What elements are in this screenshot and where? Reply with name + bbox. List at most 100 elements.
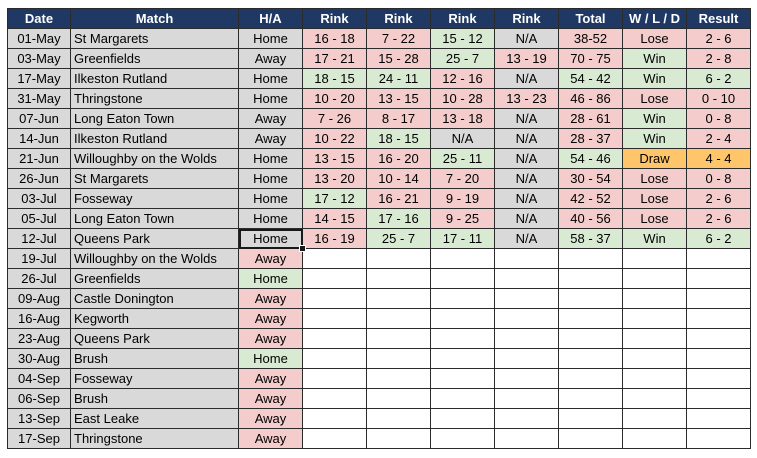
empty-cell[interactable] — [430, 428, 495, 449]
date-cell[interactable]: 26-Jul — [7, 268, 71, 289]
result-cell[interactable]: 6 - 2 — [686, 228, 751, 249]
match-cell[interactable]: Greenfields — [70, 268, 239, 289]
empty-cell[interactable] — [558, 428, 623, 449]
rink-4-cell[interactable]: N/A — [494, 148, 559, 169]
rink-3-cell[interactable]: 10 - 28 — [430, 88, 495, 109]
rink-2-cell[interactable]: 13 - 15 — [366, 88, 431, 109]
header-rink-1[interactable]: Rink — [302, 8, 367, 29]
home-away-cell[interactable]: Home — [238, 348, 303, 369]
total-cell[interactable]: 46 - 86 — [558, 88, 623, 109]
empty-cell[interactable] — [366, 248, 431, 269]
win-lose-draw-cell[interactable]: Lose — [622, 168, 687, 189]
home-away-cell[interactable]: Home — [238, 188, 303, 209]
rink-1-cell[interactable]: 10 - 22 — [302, 128, 367, 149]
rink-1-cell[interactable]: 10 - 20 — [302, 88, 367, 109]
rink-3-cell[interactable]: 9 - 25 — [430, 208, 495, 229]
home-away-cell[interactable]: Away — [238, 328, 303, 349]
match-cell[interactable]: East Leake — [70, 408, 239, 429]
rink-3-cell[interactable]: 25 - 7 — [430, 48, 495, 69]
result-cell[interactable]: 0 - 10 — [686, 88, 751, 109]
empty-cell[interactable] — [302, 428, 367, 449]
empty-cell[interactable] — [494, 328, 559, 349]
match-cell[interactable]: Castle Donington — [70, 288, 239, 309]
empty-cell[interactable] — [622, 328, 687, 349]
rink-4-cell[interactable]: 13 - 23 — [494, 88, 559, 109]
empty-cell[interactable] — [302, 328, 367, 349]
match-cell[interactable]: Fosseway — [70, 188, 239, 209]
header-rink-3[interactable]: Rink — [430, 8, 495, 29]
empty-cell[interactable] — [558, 328, 623, 349]
empty-cell[interactable] — [494, 268, 559, 289]
empty-cell[interactable] — [430, 368, 495, 389]
rink-4-cell[interactable]: N/A — [494, 208, 559, 229]
empty-cell[interactable] — [430, 348, 495, 369]
match-cell[interactable]: Brush — [70, 388, 239, 409]
empty-cell[interactable] — [366, 288, 431, 309]
empty-cell[interactable] — [302, 308, 367, 329]
empty-cell[interactable] — [558, 348, 623, 369]
rink-1-cell[interactable]: 16 - 19 — [302, 228, 367, 249]
rink-2-cell[interactable]: 16 - 21 — [366, 188, 431, 209]
date-cell[interactable]: 16-Aug — [7, 308, 71, 329]
rink-3-cell[interactable]: 13 - 18 — [430, 108, 495, 129]
match-cell[interactable]: Willoughby on the Wolds — [70, 148, 239, 169]
empty-cell[interactable] — [558, 388, 623, 409]
header-rink-4[interactable]: Rink — [494, 8, 559, 29]
rink-4-cell[interactable]: N/A — [494, 68, 559, 89]
empty-cell[interactable] — [622, 368, 687, 389]
date-cell[interactable]: 17-Sep — [7, 428, 71, 449]
match-cell[interactable]: Fosseway — [70, 368, 239, 389]
empty-cell[interactable] — [558, 248, 623, 269]
result-cell[interactable]: 0 - 8 — [686, 108, 751, 129]
empty-cell[interactable] — [430, 308, 495, 329]
home-away-cell[interactable]: Away — [238, 308, 303, 329]
home-away-cell[interactable]: Home — [238, 88, 303, 109]
date-cell[interactable]: 14-Jun — [7, 128, 71, 149]
rink-2-cell[interactable]: 24 - 11 — [366, 68, 431, 89]
empty-cell[interactable] — [430, 408, 495, 429]
empty-cell[interactable] — [622, 308, 687, 329]
date-cell[interactable]: 07-Jun — [7, 108, 71, 129]
rink-1-cell[interactable]: 7 - 26 — [302, 108, 367, 129]
result-cell[interactable]: 2 - 6 — [686, 188, 751, 209]
empty-cell[interactable] — [430, 328, 495, 349]
empty-cell[interactable] — [494, 308, 559, 329]
home-away-cell[interactable]: Home — [238, 68, 303, 89]
date-cell[interactable]: 09-Aug — [7, 288, 71, 309]
date-cell[interactable]: 06-Sep — [7, 388, 71, 409]
empty-cell[interactable] — [302, 288, 367, 309]
empty-cell[interactable] — [558, 408, 623, 429]
total-cell[interactable]: 38-52 — [558, 28, 623, 49]
rink-2-cell[interactable]: 16 - 20 — [366, 148, 431, 169]
win-lose-draw-cell[interactable]: Win — [622, 68, 687, 89]
empty-cell[interactable] — [366, 348, 431, 369]
empty-cell[interactable] — [622, 408, 687, 429]
rink-2-cell[interactable]: 17 - 16 — [366, 208, 431, 229]
match-cell[interactable]: St Margarets — [70, 168, 239, 189]
empty-cell[interactable] — [494, 368, 559, 389]
rink-1-cell[interactable]: 17 - 12 — [302, 188, 367, 209]
empty-cell[interactable] — [686, 288, 751, 309]
header-date[interactable]: Date — [7, 8, 71, 29]
empty-cell[interactable] — [302, 388, 367, 409]
home-away-cell[interactable]: Home — [238, 168, 303, 189]
result-cell[interactable]: 2 - 6 — [686, 208, 751, 229]
header-rink-2[interactable]: Rink — [366, 8, 431, 29]
rink-4-cell[interactable]: N/A — [494, 108, 559, 129]
date-cell[interactable]: 03-Jul — [7, 188, 71, 209]
match-cell[interactable]: Long Eaton Town — [70, 208, 239, 229]
match-cell[interactable]: Thringstone — [70, 88, 239, 109]
header-result[interactable]: Result — [686, 8, 751, 29]
total-cell[interactable]: 40 - 56 — [558, 208, 623, 229]
rink-1-cell[interactable]: 16 - 18 — [302, 28, 367, 49]
rink-3-cell[interactable]: 15 - 12 — [430, 28, 495, 49]
win-lose-draw-cell[interactable]: Win — [622, 48, 687, 69]
rink-2-cell[interactable]: 18 - 15 — [366, 128, 431, 149]
match-cell[interactable]: Ilkeston Rutland — [70, 128, 239, 149]
empty-cell[interactable] — [686, 388, 751, 409]
rink-4-cell[interactable]: N/A — [494, 168, 559, 189]
empty-cell[interactable] — [302, 268, 367, 289]
rink-3-cell[interactable]: 12 - 16 — [430, 68, 495, 89]
win-lose-draw-cell[interactable]: Win — [622, 228, 687, 249]
empty-cell[interactable] — [366, 328, 431, 349]
